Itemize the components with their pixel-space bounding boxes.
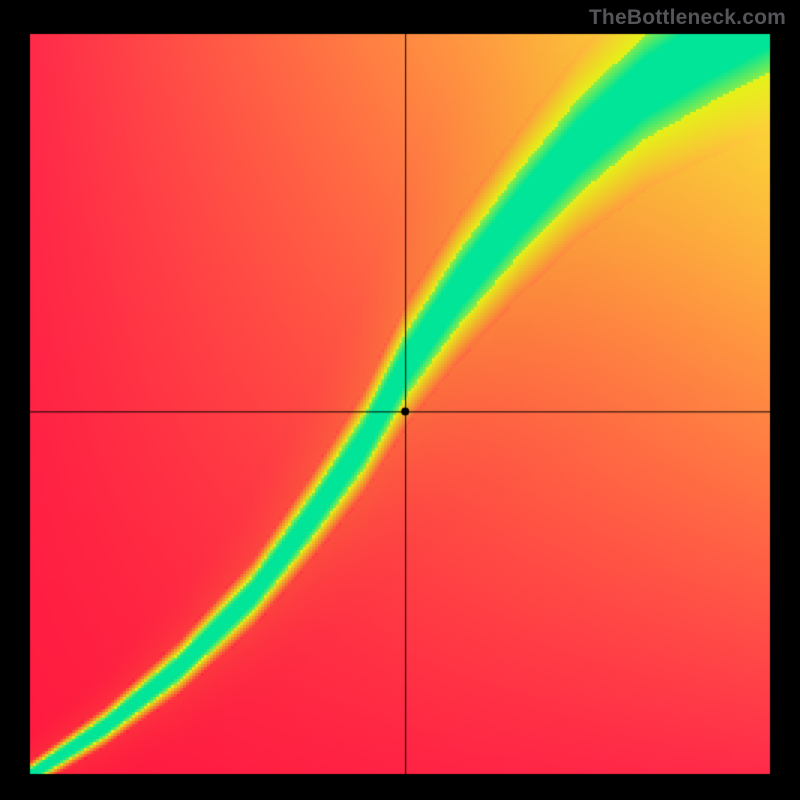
chart-container: TheBottleneck.com [0, 0, 800, 800]
watermark-label: TheBottleneck.com [589, 6, 786, 30]
bottleneck-heatmap [0, 0, 800, 800]
